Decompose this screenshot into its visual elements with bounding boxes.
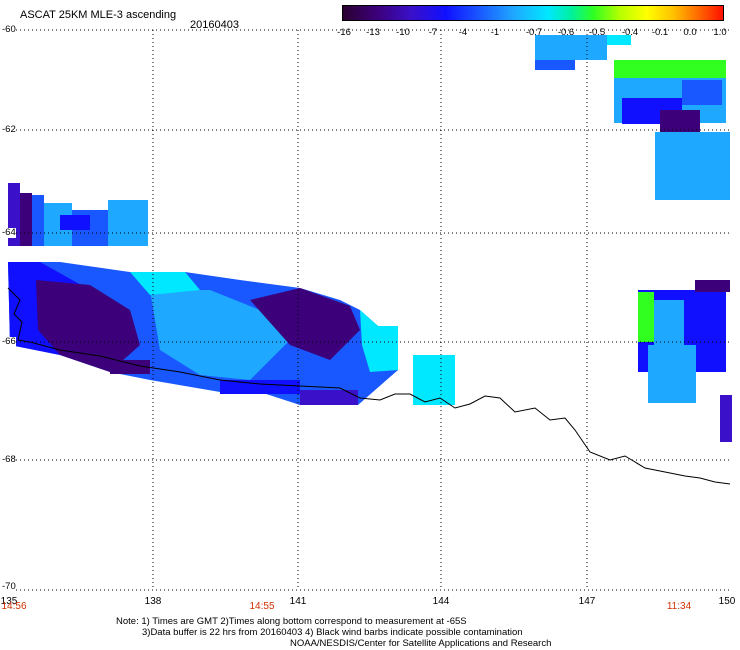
colorbar-tick: -16 (337, 27, 351, 38)
colorbar-tick: -0.4 (621, 27, 639, 38)
colorbar-tick: -1 (490, 27, 500, 38)
map-date: 20160403 (190, 19, 239, 31)
lat-label: -68 (2, 454, 16, 465)
colorbar-tick: -0.1 (651, 27, 669, 38)
lon-label: 147 (578, 596, 596, 607)
lon-label: 144 (432, 596, 450, 607)
coastline (7, 287, 731, 485)
lat-label: -62 (2, 124, 16, 135)
lat-label: -66 (2, 336, 16, 347)
colorbar-tick: -0.7 (525, 27, 543, 38)
time-label: 11:34 (666, 601, 692, 612)
colorbar-tick: 1.0 (713, 27, 727, 38)
lat-label: -60 (2, 24, 16, 35)
data-patch-mid (413, 355, 455, 405)
footnote-credit: NOAA/NESDIS/Center for Satellite Applica… (290, 638, 552, 649)
lat-label: -70 (2, 581, 16, 592)
colorbar-tick: -0.6 (557, 27, 575, 38)
colorbar-tick: -10 (396, 27, 410, 38)
lat-label: -64 (2, 227, 16, 238)
lon-label: 150 (718, 596, 736, 607)
colorbar-tick: -4 (458, 27, 468, 38)
colorbar-tick: -7 (428, 27, 438, 38)
lon-label: 135 (0, 596, 18, 607)
data-swath-northeast (535, 35, 730, 200)
time-label: 14:55 (249, 601, 275, 612)
colorbar-tick: 0.0 (683, 27, 697, 38)
data-swath-west-small (8, 183, 148, 246)
color-scale-bar (342, 5, 724, 21)
footnote-line2: 3)Data buffer is 22 hrs from 20160403 4)… (142, 627, 523, 638)
data-swath-main (8, 262, 398, 405)
colorbar-tick: -0.5 (588, 27, 606, 38)
lon-label: 141 (289, 596, 307, 607)
colorbar-tick: -13 (366, 27, 380, 38)
graticule (8, 29, 730, 591)
data-swath-east (638, 280, 732, 442)
map-title: ASCAT 25KM MLE-3 ascending (20, 9, 177, 21)
lon-label: 138 (144, 596, 162, 607)
footnote-line1: Note: 1) Times are GMT 2)Times along bot… (116, 616, 467, 627)
time-label: 14:56 (1, 601, 27, 612)
